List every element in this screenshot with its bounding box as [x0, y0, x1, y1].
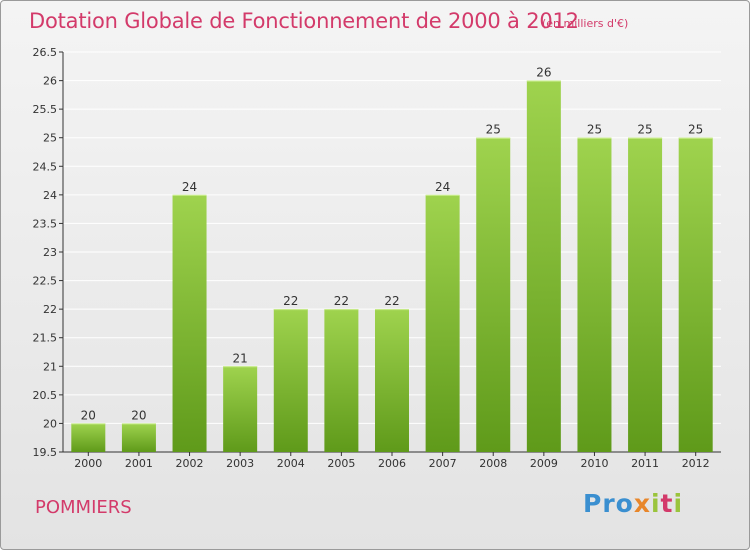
y-tick-label: 26.5: [33, 46, 58, 59]
y-tick-label: 20: [43, 417, 57, 430]
y-tick-label: 25: [43, 132, 57, 145]
chart-unit: (en milliers d'€): [542, 17, 629, 30]
bar-value-label: 24: [435, 180, 450, 194]
logo-part: Pro: [583, 489, 634, 518]
bar-value-label: 26: [536, 66, 551, 80]
y-tick-label: 22.5: [33, 275, 58, 288]
bar: [324, 309, 359, 452]
x-tick-label: 2011: [631, 457, 659, 470]
x-tick-label: 2007: [429, 457, 457, 470]
logo-part: i: [673, 489, 684, 518]
x-tick-label: 2004: [277, 457, 305, 470]
x-tick-label: 2003: [226, 457, 254, 470]
bar: [577, 137, 612, 452]
bar-value-label: 22: [283, 294, 298, 308]
x-tick-label: 2005: [327, 457, 355, 470]
x-tick-label: 2008: [479, 457, 507, 470]
bar-value-label: 22: [334, 294, 349, 308]
bar-value-label: 22: [384, 294, 399, 308]
bar: [526, 80, 561, 453]
y-tick-label: 21.5: [33, 332, 58, 345]
chart-title: Dotation Globale de Fonctionnement de 20…: [29, 9, 579, 33]
logo-part: t: [660, 489, 674, 518]
bar-value-label: 25: [688, 123, 703, 137]
x-tick-label: 2006: [378, 457, 406, 470]
x-tick-label: 2002: [176, 457, 204, 470]
y-tick-label: 23: [43, 246, 57, 259]
y-tick-label: 20.5: [33, 389, 58, 402]
bar: [71, 423, 106, 452]
bar-value-label: 21: [233, 351, 248, 365]
bar: [375, 309, 409, 452]
bar-value-label: 20: [131, 408, 146, 422]
bar: [273, 309, 308, 452]
y-tick-label: 21: [43, 360, 57, 373]
x-tick-label: 2000: [74, 457, 102, 470]
x-tick-label: 2012: [682, 457, 710, 470]
bar: [223, 366, 258, 452]
bar: [172, 194, 207, 452]
logo-part: x: [633, 489, 651, 518]
y-tick-label: 22: [43, 303, 57, 316]
x-tick-label: 2010: [580, 457, 608, 470]
y-tick-label: 23.5: [33, 217, 58, 230]
x-tick-label: 2001: [125, 457, 153, 470]
bar-value-label: 25: [637, 123, 652, 137]
y-tick-label: 24: [43, 189, 57, 202]
bar: [678, 137, 713, 452]
bar-value-label: 20: [81, 408, 96, 422]
bar-value-label: 24: [182, 180, 197, 194]
y-tick-label: 25.5: [33, 103, 58, 116]
bar: [476, 137, 511, 452]
x-tick-label: 2009: [530, 457, 558, 470]
y-tick-label: 19.5: [33, 446, 58, 459]
bar-value-label: 25: [587, 123, 602, 137]
bar: [121, 423, 156, 452]
commune-name: POMMIERS: [35, 497, 132, 518]
bar-value-label: 25: [486, 123, 501, 137]
proxiti-logo: Proxiti: [583, 489, 683, 518]
y-tick-label: 26: [43, 75, 57, 88]
logo-part: i: [650, 489, 661, 518]
y-tick-label: 24.5: [33, 160, 58, 173]
bar: [425, 194, 460, 452]
bar: [628, 137, 663, 452]
